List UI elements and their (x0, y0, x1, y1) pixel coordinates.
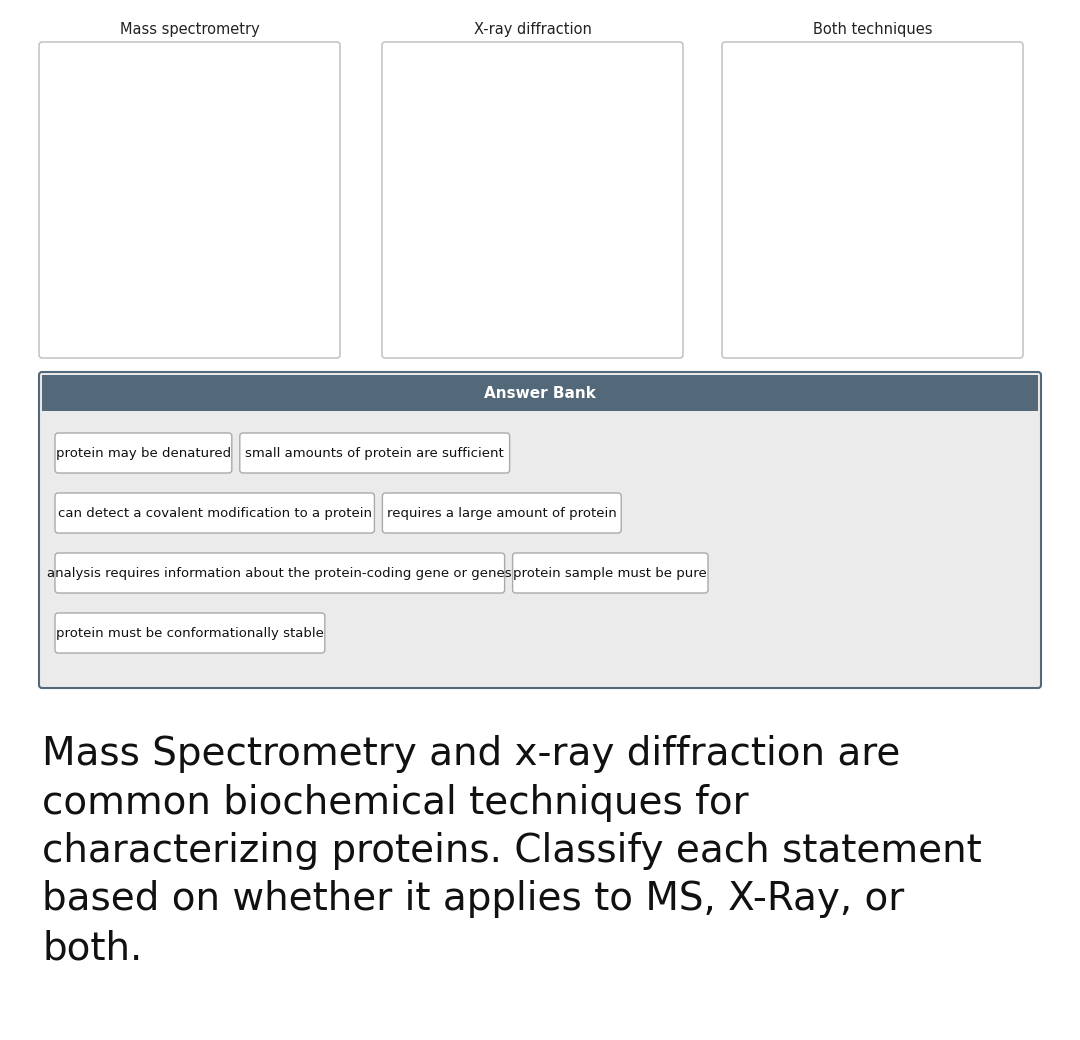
Text: Mass Spectrometry and x-ray diffraction are
common biochemical techniques for
ch: Mass Spectrometry and x-ray diffraction … (42, 735, 982, 967)
FancyBboxPatch shape (55, 613, 325, 653)
Text: protein sample must be pure: protein sample must be pure (513, 567, 707, 579)
Bar (42, 375, 1038, 411)
Text: analysis requires information about the protein-coding gene or genes: analysis requires information about the … (48, 567, 512, 579)
FancyBboxPatch shape (55, 553, 504, 593)
Text: small amounts of protein are sufficient: small amounts of protein are sufficient (245, 446, 504, 460)
Text: Both techniques: Both techniques (813, 22, 932, 37)
FancyBboxPatch shape (240, 433, 510, 473)
Text: requires a large amount of protein: requires a large amount of protein (387, 506, 617, 520)
Text: can detect a covalent modification to a protein: can detect a covalent modification to a … (57, 506, 372, 520)
FancyBboxPatch shape (39, 42, 340, 358)
FancyBboxPatch shape (39, 372, 1041, 688)
Text: X-ray diffraction: X-ray diffraction (473, 22, 592, 37)
Text: Mass spectrometry: Mass spectrometry (120, 22, 259, 37)
Text: protein must be conformationally stable: protein must be conformationally stable (56, 626, 324, 640)
FancyBboxPatch shape (723, 42, 1023, 358)
Text: protein may be denatured: protein may be denatured (56, 446, 231, 460)
FancyBboxPatch shape (55, 433, 232, 473)
Text: Answer Bank: Answer Bank (484, 386, 596, 400)
FancyBboxPatch shape (382, 493, 621, 532)
FancyBboxPatch shape (513, 553, 708, 593)
FancyBboxPatch shape (382, 42, 683, 358)
FancyBboxPatch shape (55, 493, 375, 532)
